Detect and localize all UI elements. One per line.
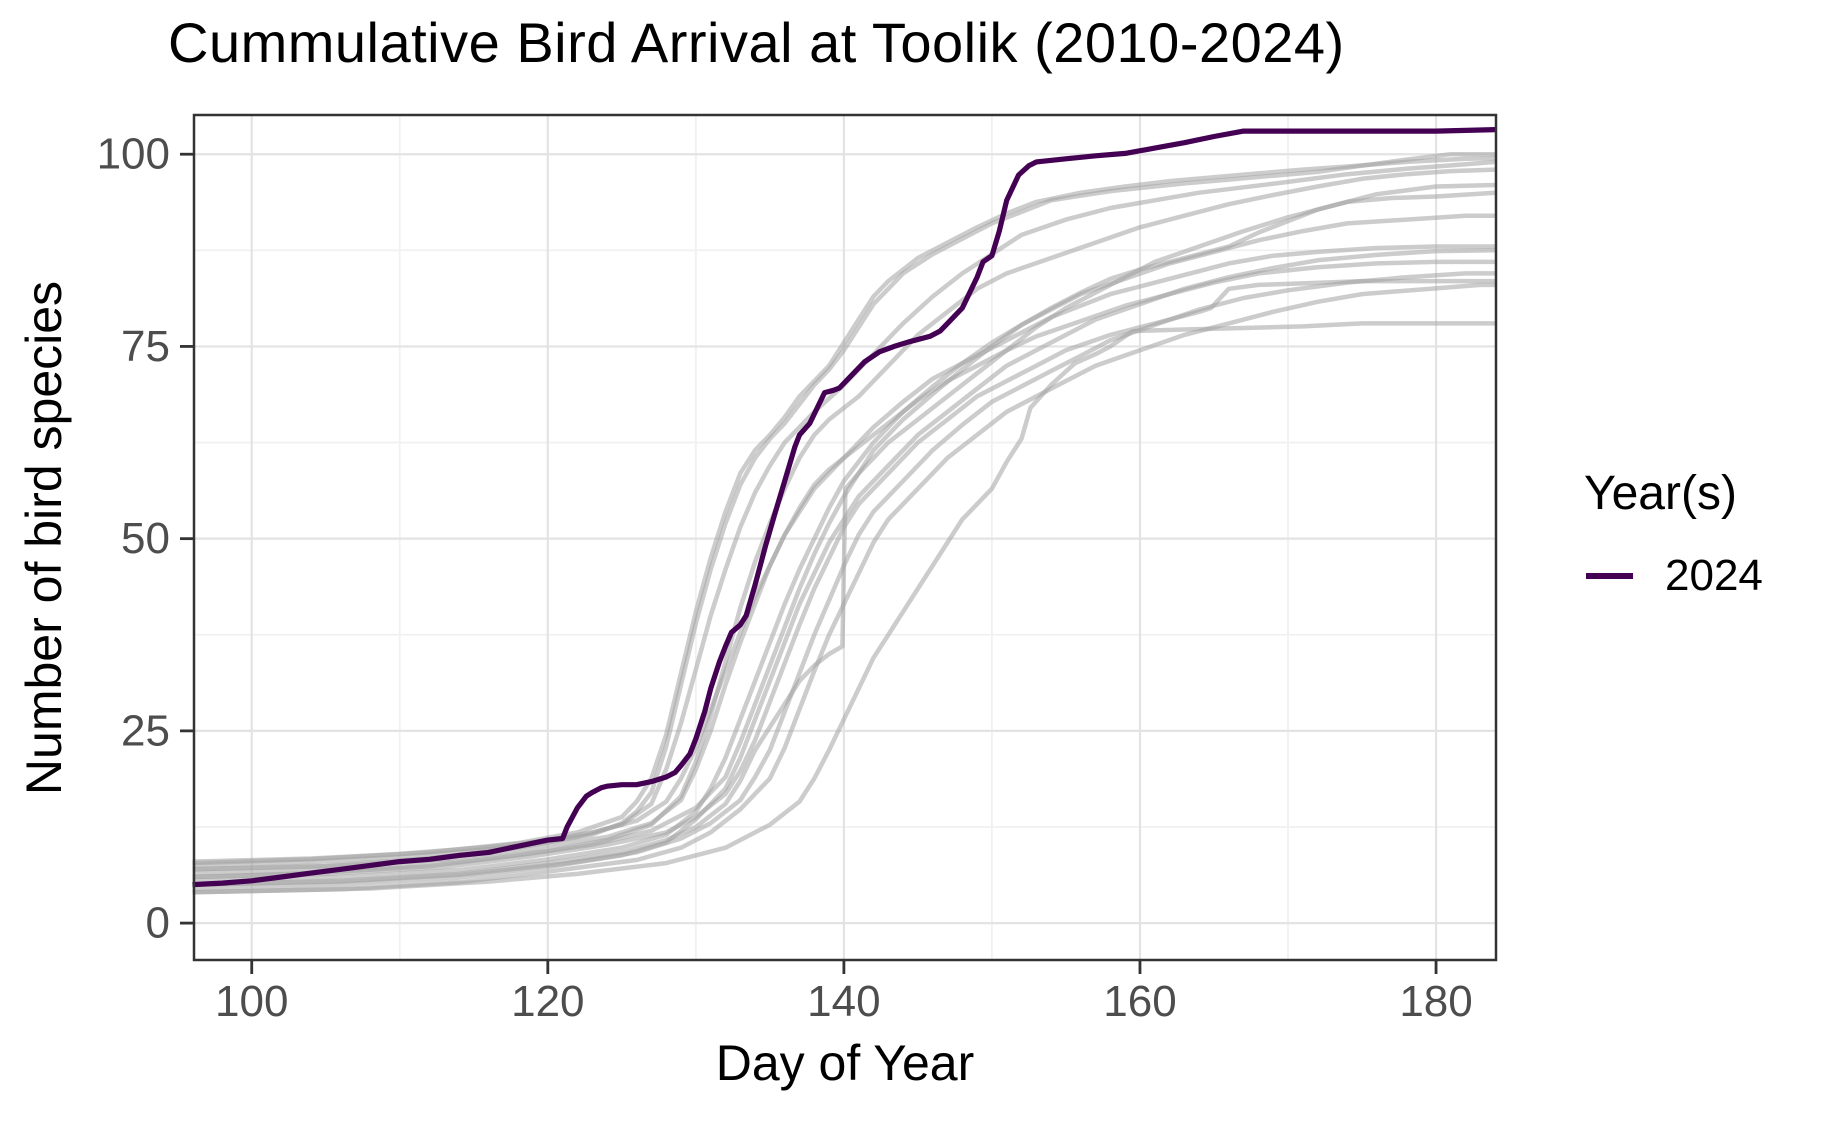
series-line-year-line-12: [192, 282, 1496, 895]
chart-title: Cummulative Bird Arrival at Toolik (2010…: [168, 11, 1345, 74]
legend-entry-label: 2024: [1665, 551, 1763, 600]
series-line-year-line-13: [192, 321, 1496, 895]
x-tick-label: 120: [511, 977, 584, 1026]
series-line-year-line-14: [192, 155, 1496, 866]
y-tick-label: 75: [121, 322, 170, 371]
legend-entry-2024: 2024: [1584, 551, 1763, 601]
series-line-year-line-9: [192, 259, 1496, 872]
y-axis-title-wrap: Number of bird species: [12, 115, 76, 960]
x-axis-title: Day of Year: [715, 1035, 975, 1091]
x-tick-label: 180: [1399, 977, 1472, 1026]
series-line-2024: [192, 127, 1496, 888]
series-line-year-line-7: [192, 244, 1496, 864]
y-tick-label: 50: [121, 514, 170, 563]
panel-border: [192, 113, 1498, 962]
x-tick-label: 140: [807, 977, 880, 1026]
legend-line-swatch: [1586, 573, 1633, 579]
series-line-year-line-11: [192, 278, 1496, 880]
y-tick-label: 0: [146, 899, 170, 948]
y-tick-label: 100: [97, 130, 170, 179]
x-tick-label: 100: [215, 977, 288, 1026]
y-axis-title: Number of bird species: [16, 280, 72, 795]
legend-title: Year(s): [1584, 467, 1737, 520]
series-line-year-line-10: [192, 271, 1496, 887]
legend: Year(s) 2024: [1584, 466, 1763, 601]
x-tick-label: 160: [1103, 977, 1176, 1026]
y-tick-label: 25: [121, 706, 170, 755]
